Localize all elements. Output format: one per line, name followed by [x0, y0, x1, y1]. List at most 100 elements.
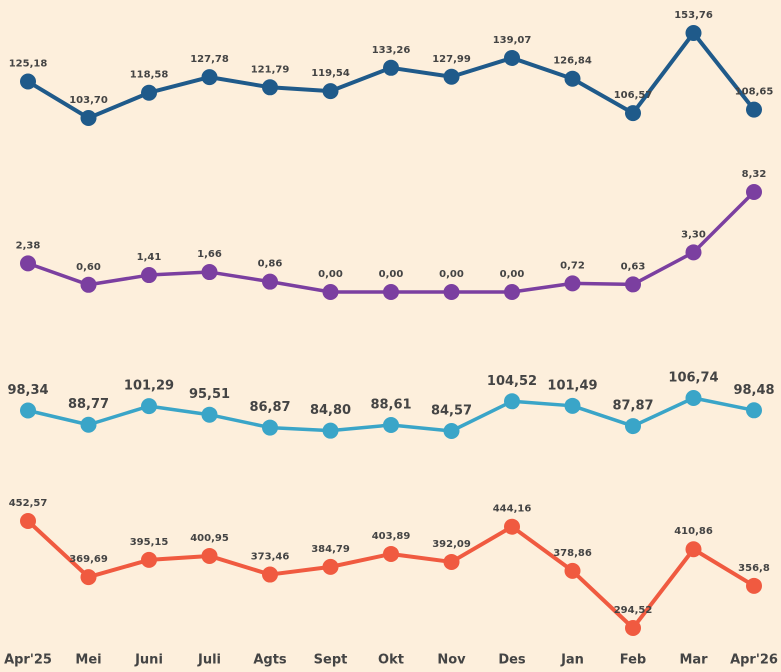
value-label: 98,34	[7, 383, 48, 398]
value-label: 103,70	[69, 95, 108, 106]
point	[564, 562, 581, 579]
value-label: 127,99	[432, 54, 471, 65]
value-label: 0,60	[76, 262, 101, 273]
point	[564, 275, 581, 292]
value-label: 3,30	[681, 229, 706, 240]
value-label: 88,61	[370, 397, 411, 412]
x-tick-label: Nov	[437, 653, 466, 668]
x-tick-label: Juli	[197, 653, 221, 668]
value-label: 378,86	[553, 548, 592, 559]
x-tick-label: Juni	[134, 653, 163, 668]
value-label: 0,00	[500, 269, 525, 280]
value-label: 87,87	[612, 399, 653, 414]
point	[443, 68, 460, 85]
value-label: 118,58	[130, 70, 169, 81]
value-label: 392,09	[432, 539, 471, 550]
point	[746, 577, 762, 594]
x-tick-label: Sept	[314, 653, 348, 668]
point	[746, 402, 762, 419]
value-label: 84,80	[310, 403, 351, 418]
point	[80, 569, 97, 586]
value-label: 101,49	[547, 378, 597, 393]
point	[141, 398, 157, 415]
value-label: 1,66	[197, 249, 222, 260]
point	[262, 79, 278, 96]
point	[564, 397, 581, 414]
point	[20, 255, 36, 272]
x-tick-label: Jan	[560, 653, 584, 668]
value-label: 0,63	[621, 261, 646, 272]
point	[20, 73, 36, 90]
value-label: 86,87	[249, 400, 290, 415]
point	[625, 105, 641, 122]
value-label: 8,32	[742, 169, 767, 180]
x-tick-label: Okt	[378, 653, 404, 668]
value-label: 444,16	[493, 504, 532, 515]
value-label: 0,00	[318, 269, 343, 280]
point	[383, 59, 399, 76]
value-label: 121,79	[251, 64, 290, 75]
point	[322, 422, 339, 439]
value-label: 106,74	[668, 371, 718, 386]
value-label: 108,65	[735, 87, 774, 98]
point	[80, 276, 97, 293]
value-label: 139,07	[493, 35, 532, 46]
point	[80, 110, 97, 126]
value-label: 101,29	[124, 379, 174, 394]
point	[262, 273, 278, 290]
value-label: 0,86	[258, 259, 283, 270]
point	[504, 284, 520, 300]
value-label: 125,18	[9, 59, 48, 70]
value-label: 126,84	[553, 56, 592, 67]
value-label: 88,77	[68, 397, 109, 412]
value-label: 403,89	[372, 531, 411, 542]
value-label: 294,52	[614, 605, 653, 616]
x-tick-label: Feb	[620, 653, 646, 668]
point	[383, 416, 399, 433]
point	[443, 423, 460, 439]
point	[20, 402, 36, 419]
value-label: 356,8	[738, 563, 770, 574]
point	[504, 393, 520, 410]
value-label: 0,00	[379, 269, 404, 280]
value-label: 106,57	[614, 90, 653, 101]
x-tick-label: Agts	[253, 653, 287, 668]
point	[564, 70, 581, 87]
point	[746, 184, 762, 200]
x-tick-label: Mei	[75, 653, 101, 668]
point	[201, 547, 218, 564]
value-label: 133,26	[372, 45, 411, 56]
point	[141, 551, 157, 568]
point	[625, 418, 641, 435]
point	[141, 84, 157, 101]
value-label: 98,48	[733, 383, 774, 398]
point	[80, 416, 97, 433]
point	[322, 284, 339, 300]
point	[685, 541, 702, 558]
x-tick-label: Mar	[679, 653, 708, 668]
point	[625, 276, 641, 293]
point	[322, 83, 339, 100]
value-label: 395,15	[130, 537, 169, 548]
value-label: 84,57	[431, 404, 472, 419]
value-label: 373,46	[251, 552, 290, 563]
value-label: 0,72	[560, 260, 585, 271]
point	[383, 284, 399, 300]
value-label: 1,41	[137, 252, 162, 263]
point	[685, 390, 702, 406]
point	[20, 513, 36, 529]
value-label: 410,86	[674, 526, 713, 537]
value-label: 384,79	[311, 544, 350, 555]
x-tick-label: Des	[498, 653, 526, 668]
point	[262, 419, 278, 436]
value-label: 153,76	[674, 10, 713, 21]
x-tick-label: Apr'26	[730, 653, 778, 668]
point	[625, 620, 641, 636]
point	[685, 244, 702, 261]
value-label: 369,69	[69, 554, 108, 565]
point	[383, 545, 399, 562]
point	[201, 264, 218, 281]
point	[504, 518, 520, 535]
point	[746, 101, 762, 118]
